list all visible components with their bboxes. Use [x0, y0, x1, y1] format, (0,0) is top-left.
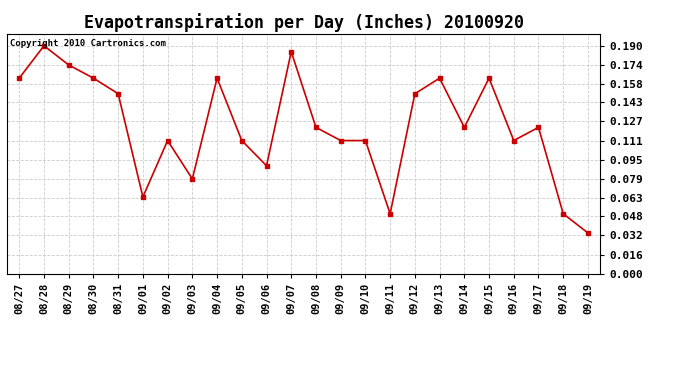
- Title: Evapotranspiration per Day (Inches) 20100920: Evapotranspiration per Day (Inches) 2010…: [83, 13, 524, 32]
- Text: Copyright 2010 Cartronics.com: Copyright 2010 Cartronics.com: [10, 39, 166, 48]
